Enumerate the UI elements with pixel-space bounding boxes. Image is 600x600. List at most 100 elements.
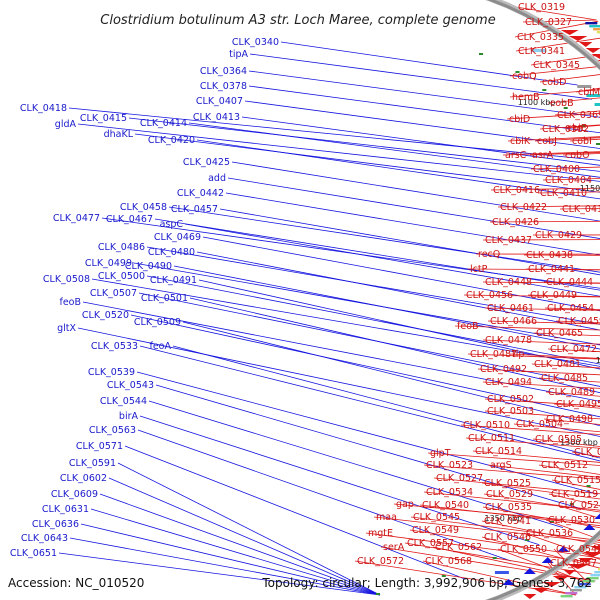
gene-label-left: CLK_0413: [193, 112, 240, 123]
gene-label-left: CLK_0418: [20, 103, 67, 114]
gene-label-right: CLK_0456: [466, 290, 513, 301]
gene-label-right: CLK_0525: [484, 478, 531, 489]
connector-right: [523, 532, 600, 560]
gene-label-right: CLK_0481: [534, 359, 581, 370]
gene-label-right: CLK_0557: [407, 538, 454, 549]
gene-label-right: CLK_0550: [500, 544, 547, 555]
scale-mark-label: 1150 kbp: [580, 184, 600, 193]
gene-label-right: CLK_0369: [557, 110, 600, 121]
connector-right: [545, 519, 600, 540]
connector-left: [136, 371, 599, 495]
connector-left: [227, 177, 600, 239]
gene-label-right: CLK_0494: [485, 377, 532, 388]
reverse-gene-arrow: [532, 588, 550, 593]
connector-left: [124, 445, 466, 580]
connector-left: [128, 117, 600, 172]
gene-label-right: CLK_0465: [536, 328, 583, 339]
gene-label-left: gltX: [57, 323, 76, 334]
inner-feature-bar: [577, 85, 592, 88]
forward-gene-arrow: [523, 568, 536, 574]
connector-right: [525, 268, 600, 271]
reverse-gene-arrow: [560, 30, 579, 35]
connector-right: [380, 546, 596, 582]
connector-right: [553, 548, 591, 586]
gc-marker: [581, 125, 586, 127]
reverse-gene-arrow: [597, 60, 600, 62]
connector-right: [482, 281, 600, 284]
connector-left: [58, 552, 381, 596]
gene-label-right: lctP: [470, 264, 488, 275]
connector-left: [244, 100, 600, 149]
gene-label-left: CLK_0591: [69, 458, 116, 469]
connector-left: [146, 275, 600, 365]
reverse-gene-arrow: [585, 48, 600, 53]
gene-label-right: CLK_0524: [558, 500, 600, 511]
reverse-gene-arrow: [591, 54, 600, 59]
gene-label-left: CLK_0407: [196, 96, 243, 107]
gene-label-left: CLK_0643: [21, 533, 68, 544]
connector-right: [532, 438, 600, 447]
gene-label-right: CLK_0422: [500, 202, 547, 213]
connector-right: [432, 546, 595, 582]
gene-label-right: asrA: [532, 150, 554, 161]
gene-label-right: CLK_0345: [533, 60, 580, 71]
gene-label-right: CLK_0461: [487, 303, 534, 314]
connector-right: [527, 294, 600, 298]
connector-left: [91, 278, 600, 367]
gene-label-left: CLK_0457: [171, 204, 218, 215]
gene-label-left: CLK_0442: [177, 188, 224, 199]
gene-label-left: CLK_0469: [154, 232, 201, 243]
connector-right: [489, 220, 600, 223]
connector-right: [490, 187, 600, 191]
connector-right: [529, 152, 600, 156]
gene-label-right: CLK_0536: [526, 528, 573, 539]
connector-right: [559, 208, 600, 210]
connector-right: [575, 87, 600, 93]
connector-right: [487, 464, 600, 478]
inner-feature-bar: [531, 49, 546, 52]
gene-label-left: CLK_0539: [88, 367, 135, 378]
gene-label-right: CLK_0545: [413, 512, 460, 523]
connector-right: [506, 112, 600, 120]
gene-label-right: CLK_0502: [487, 394, 534, 405]
connector-left: [146, 246, 600, 325]
gc-marker: [479, 53, 483, 55]
gene-label-left: feoB: [59, 297, 81, 308]
gene-label-right: CLK_0498: [546, 414, 593, 425]
gene-label-right: CLK_0572: [357, 556, 404, 567]
connector-left: [231, 161, 600, 222]
gene-label-right: hemB: [512, 92, 540, 103]
scale-mark-label: 1350 kbp: [484, 514, 522, 523]
connector-right: [484, 410, 600, 420]
gc-marker: [515, 71, 520, 73]
gene-label-left: CLK_0520: [82, 310, 129, 321]
connector-right: [423, 491, 600, 511]
connector-right: [538, 377, 600, 383]
connector-right: [454, 325, 600, 331]
gene-label-right: cobJ: [537, 136, 557, 147]
connector-left: [198, 279, 600, 370]
connector-right: [460, 424, 600, 435]
gene-category-bar: [578, 583, 591, 586]
gene-label-left: CLK_0631: [42, 504, 89, 515]
connector-left: [69, 537, 381, 596]
gc-marker: [376, 593, 380, 595]
gene-label-right: CLK_0503: [487, 406, 534, 417]
gene-label-right: CLK_0519: [551, 489, 598, 500]
gene-label-right: CLK_0562: [435, 542, 482, 553]
connector-right: [509, 66, 600, 77]
connector-right: [433, 477, 600, 495]
reverse-gene-arrow: [552, 576, 570, 581]
connector-right: [419, 504, 600, 527]
gene-label-left: CLK_0340: [232, 37, 279, 48]
connector-left: [139, 415, 540, 546]
gene-label-right: CLK_0444: [546, 277, 593, 288]
gene-label-left: CLK_0544: [100, 396, 147, 407]
gene-label-right: argS: [490, 460, 512, 471]
gene-label-right: CLK_0523: [426, 460, 473, 471]
connector-left: [196, 139, 600, 200]
gene-category-bar: [585, 22, 598, 25]
forward-gene-arrow: [541, 557, 554, 563]
connector-right: [477, 368, 600, 376]
connector-left: [134, 133, 600, 193]
